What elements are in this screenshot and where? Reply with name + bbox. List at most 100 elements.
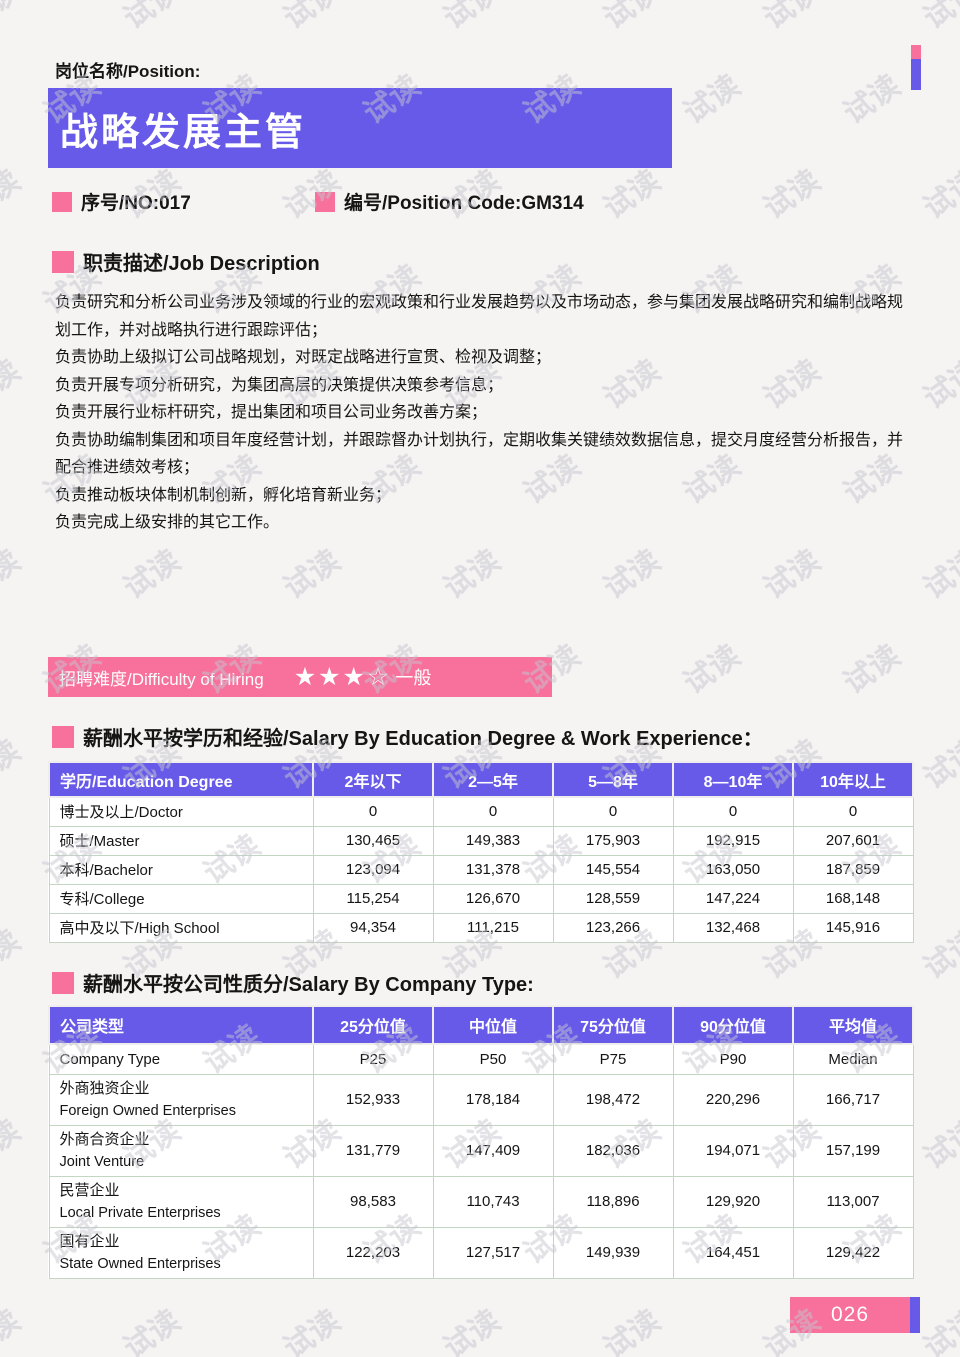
value-cell: 131,378 bbox=[432, 854, 554, 885]
value-cell: 166,717 bbox=[792, 1073, 914, 1126]
row-label-en: Joint Venture bbox=[59, 1153, 145, 1170]
subheader-cell: P75 bbox=[552, 1043, 674, 1075]
value-cell: 182,036 bbox=[552, 1124, 674, 1177]
watermark-text: 试读 bbox=[757, 544, 827, 606]
value-cell: 126,670 bbox=[432, 883, 554, 914]
subheader-cell: P25 bbox=[312, 1043, 434, 1075]
salary-by-education-heading: 薪酬水平按学历和经验/Salary By Education Degree & … bbox=[52, 722, 763, 751]
position-label: 岗位名称/Position: bbox=[55, 62, 201, 81]
value-cell: 147,409 bbox=[432, 1124, 554, 1177]
salary-by-company-table: 公司类型 25分位值 中位值 75分位值 90分位值 平均值 Company Type P25… bbox=[48, 1005, 914, 1279]
value-cell: 94,354 bbox=[312, 912, 434, 943]
watermark-text: 试读 bbox=[837, 69, 907, 131]
watermark-text: 试读 bbox=[917, 734, 960, 796]
watermark-text: 试读 bbox=[597, 544, 667, 606]
column-header: 8—10年 bbox=[672, 761, 794, 798]
watermark-text: 试读 bbox=[917, 354, 960, 416]
row-label-cell: 外商合资企业 Joint Venture bbox=[48, 1124, 314, 1177]
row-label-en: State Owned Enterprises bbox=[59, 1255, 221, 1272]
watermark-text: 试读 bbox=[917, 1114, 960, 1176]
watermark-text: 试读 bbox=[917, 0, 960, 36]
salary-by-company-heading-text: 薪酬水平按公司性质分/Salary By Company Type: bbox=[83, 974, 534, 996]
value-cell: 207,601 bbox=[792, 825, 914, 856]
column-header: 5—8年 bbox=[552, 761, 674, 798]
position-title: 战略发展主管 bbox=[60, 111, 307, 154]
value-cell: 198,472 bbox=[552, 1073, 674, 1126]
column-header: 平均值 bbox=[792, 1005, 914, 1045]
value-cell: 187,859 bbox=[792, 854, 914, 885]
value-cell: 192,915 bbox=[672, 825, 794, 856]
difficulty-label: 招聘难度/Difficulty of Hiring bbox=[59, 669, 264, 689]
watermark-text: 试读 bbox=[277, 1304, 347, 1357]
difficulty-banner: 招聘难度/Difficulty of Hiring ★★★☆ 一般 bbox=[48, 657, 552, 697]
job-description-line: 负责协助上级拟订公司战略规划，对既定战略进行宣贯、检视及调整； bbox=[55, 349, 552, 366]
table-row: 高中及以下/High School 94,354 111,215 123,266 132… bbox=[48, 912, 914, 943]
watermark-text: 试读 bbox=[117, 544, 187, 606]
watermark-text: 试读 bbox=[437, 544, 507, 606]
watermark-text: 试读 bbox=[0, 1114, 27, 1176]
serial-no: 序号/NO:017 bbox=[81, 193, 191, 214]
value-cell: 130,465 bbox=[312, 825, 434, 856]
watermark-text: 试读 bbox=[757, 0, 827, 36]
table-row: 外商独资企业 Foreign Owned Enterprises 152,933 17… bbox=[48, 1073, 914, 1126]
table-row: 本科/Bachelor 123,094 131,378 145,554 163,050 1… bbox=[48, 854, 914, 885]
row-label-en: Foreign Owned Enterprises bbox=[59, 1102, 237, 1119]
subheader-cell: P90 bbox=[672, 1043, 794, 1075]
value-cell: 145,554 bbox=[552, 854, 674, 885]
watermark-text: 试读 bbox=[0, 924, 27, 986]
watermark-text: 试读 bbox=[0, 544, 27, 606]
pink-square-icon bbox=[52, 191, 72, 212]
value-cell: 0 bbox=[552, 796, 674, 827]
job-description-heading-text: 职责描述/Job Description bbox=[83, 253, 320, 275]
value-cell: 0 bbox=[792, 796, 914, 827]
watermark-text: 试读 bbox=[917, 924, 960, 986]
table-header-row: 公司类型 25分位值 中位值 75分位值 90分位值 平均值 bbox=[48, 1005, 914, 1045]
salary-by-education-heading-text: 薪酬水平按学历和经验/Salary By Education Degree & … bbox=[83, 728, 763, 750]
watermark-text: 试读 bbox=[277, 0, 347, 36]
row-label-en: Local Private Enterprises bbox=[59, 1204, 221, 1221]
value-cell: 129,422 bbox=[792, 1226, 914, 1279]
value-cell: 149,383 bbox=[432, 825, 554, 856]
value-cell: 118,896 bbox=[552, 1175, 674, 1228]
value-cell: 131,779 bbox=[312, 1124, 434, 1177]
watermark-text: 试读 bbox=[437, 1304, 507, 1357]
value-cell: 163,050 bbox=[672, 854, 794, 885]
job-description-text: 负责研究和分析公司业务涉及领域的行业的宏观政策和行业发展趋势以及市场动态，参与集… bbox=[55, 289, 913, 537]
value-cell: 132,468 bbox=[672, 912, 794, 943]
watermark-text: 试读 bbox=[677, 69, 747, 131]
position-code: 编号/Position Code:GM314 bbox=[344, 193, 584, 214]
value-cell: 220,296 bbox=[672, 1073, 794, 1126]
table-row: 外商合资企业 Joint Venture 131,779 147,409 182,036… bbox=[48, 1124, 914, 1177]
column-header: 公司类型 bbox=[48, 1005, 314, 1045]
watermark-text: 试读 bbox=[0, 734, 27, 796]
watermark-text: 试读 bbox=[117, 0, 187, 36]
watermark-text: 试读 bbox=[917, 544, 960, 606]
value-cell: 110,743 bbox=[432, 1175, 554, 1228]
job-description-line: 负责开展行业标杆研究，提出集团和项目公司业务改善方案； bbox=[55, 404, 488, 421]
value-cell: 111,215 bbox=[432, 912, 554, 943]
value-cell: 123,266 bbox=[552, 912, 674, 943]
star-rating: ★★★☆ bbox=[293, 662, 392, 691]
row-label-zh: 外商合资企业 bbox=[59, 1130, 150, 1148]
watermark-text: 试读 bbox=[597, 0, 667, 36]
row-label-cell: 博士及以上/Doctor bbox=[48, 796, 314, 827]
watermark-text: 试读 bbox=[117, 1304, 187, 1357]
watermark-text: 试读 bbox=[0, 0, 27, 36]
page-number: 026 bbox=[790, 1297, 910, 1333]
watermark-text: 试读 bbox=[597, 1304, 667, 1357]
value-cell: 178,184 bbox=[432, 1073, 554, 1126]
corner-marker-purple bbox=[911, 59, 921, 90]
watermark-text: 试读 bbox=[277, 544, 347, 606]
value-cell: 168,148 bbox=[792, 883, 914, 914]
row-label-zh: 外商独资企业 bbox=[59, 1079, 150, 1097]
table-row: 硕士/Master 130,465 149,383 175,903 192,915 207… bbox=[48, 825, 914, 856]
value-cell: 147,224 bbox=[672, 883, 794, 914]
watermark-text: 试读 bbox=[837, 639, 907, 701]
table-row: 专科/College 115,254 126,670 128,559 147,224 16… bbox=[48, 883, 914, 914]
table-subheader-row: Company Type P25 P50 P75 P90 Median bbox=[48, 1043, 914, 1075]
column-header: 2年以下 bbox=[312, 761, 434, 798]
value-cell: 123,094 bbox=[312, 854, 434, 885]
value-cell: 127,517 bbox=[432, 1226, 554, 1279]
row-label-cell: 专科/College bbox=[48, 883, 314, 914]
table-row: 民营企业 Local Private Enterprises 98,583 110,7… bbox=[48, 1175, 914, 1228]
